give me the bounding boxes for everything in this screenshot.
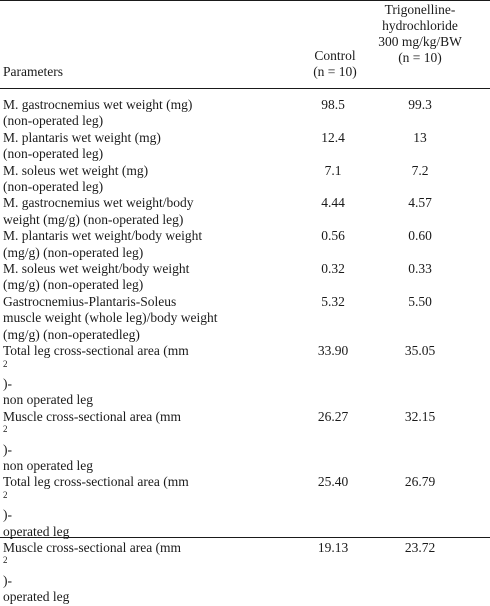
row-label: M. plantaris wet weight/body weight (mg/… <box>3 228 203 260</box>
control-value: 98.5 <box>321 97 345 112</box>
control-value: 4.44 <box>321 195 345 211</box>
table-row: Total leg cross-sectional area (mm 2)- op… <box>0 474 490 540</box>
table-row: M. plantaris wet weight (mg) (non-operat… <box>0 130 490 163</box>
treated-value: 35.05 <box>404 343 436 359</box>
header-control-n: (n = 10) <box>313 64 357 79</box>
row-label: M. gastrocnemius wet weight/body weight … <box>3 195 194 227</box>
treated-value: 23.72 <box>404 539 436 555</box>
row-label: Muscle cross-sectional area (mm 2)- opera… <box>3 539 182 605</box>
treated-value: 99.3 <box>408 97 432 112</box>
table-row: Gastrocnemius-Plantaris-Soleus muscle we… <box>0 294 490 343</box>
treated-value: 13 <box>413 129 427 145</box>
header-control: Control (n = 10) <box>295 48 375 80</box>
header-parameters: Parameters <box>3 64 63 80</box>
header-treatment-line2: hydrochloride <box>382 18 458 33</box>
header-parameters-label: Parameters <box>3 64 63 79</box>
table-row: M. soleus wet weight (mg) (non-operated … <box>0 163 490 196</box>
row-label: Total leg cross-sectional area (mm 2)- no… <box>3 343 189 408</box>
row-label: Total leg cross-sectional area (mm 2)- op… <box>3 474 189 539</box>
treated-value: 5.50 <box>408 293 432 309</box>
row-label: M. gastrocnemius wet weight (mg) (non-op… <box>3 97 193 129</box>
control-value: 12.4 <box>321 129 345 145</box>
treated-value: 7.2 <box>411 162 429 178</box>
control-value: 0.56 <box>321 228 345 244</box>
treated-value: 4.57 <box>408 195 432 211</box>
table-row: M. gastrocnemius wet weight/body weight … <box>0 195 490 228</box>
row-label: Muscle cross-sectional area (mm 2)- non o… <box>3 408 182 473</box>
table-row: Muscle cross-sectional area (mm 2)- non o… <box>0 409 490 475</box>
control-value: 26.27 <box>317 408 349 424</box>
row-label: Gastrocnemius-Plantaris-Soleus muscle we… <box>3 293 218 342</box>
control-value: 33.90 <box>317 343 349 359</box>
row-label: M. soleus wet weight/body weight (mg/g) … <box>3 261 190 293</box>
header-treatment-dose: 300 mg/kg/BW <box>378 34 462 49</box>
control-value: 25.40 <box>317 474 349 490</box>
row-label: M. plantaris wet weight (mg) (non-operat… <box>3 129 161 162</box>
header-treatment-line1: Trigonelline- <box>384 2 456 17</box>
table-row: Total leg cross-sectional area (mm 2)- no… <box>0 343 490 409</box>
table-row: M. soleus wet weight/body weight (mg/g) … <box>0 261 490 294</box>
treated-value: 0.60 <box>408 228 432 244</box>
control-value: 0.32 <box>321 261 345 277</box>
top-rule <box>0 0 490 1</box>
table-row: M. plantaris wet weight/body weight (mg/… <box>0 228 490 261</box>
bottom-rule <box>0 537 490 538</box>
header-treatment-n: (n = 10) <box>398 50 442 65</box>
control-value: 7.1 <box>324 162 342 178</box>
header-control-title: Control <box>314 48 356 63</box>
treated-value: 32.15 <box>404 408 436 424</box>
table-row: Muscle cross-sectional area (mm 2)- opera… <box>0 540 490 606</box>
header-treatment: Trigonelline- hydrochloride 300 mg/kg/BW… <box>355 2 485 66</box>
treated-value: 0.33 <box>408 261 432 277</box>
treated-value: 26.79 <box>404 474 436 490</box>
table-row: M. gastrocnemius wet weight (mg) (non-op… <box>0 97 490 130</box>
control-value: 19.13 <box>317 539 349 555</box>
control-value: 5.32 <box>321 293 345 309</box>
table-body: M. gastrocnemius wet weight (mg) (non-op… <box>0 97 490 606</box>
row-label: M. soleus wet weight (mg) (non-operated … <box>3 162 149 195</box>
header-rule <box>0 88 490 89</box>
